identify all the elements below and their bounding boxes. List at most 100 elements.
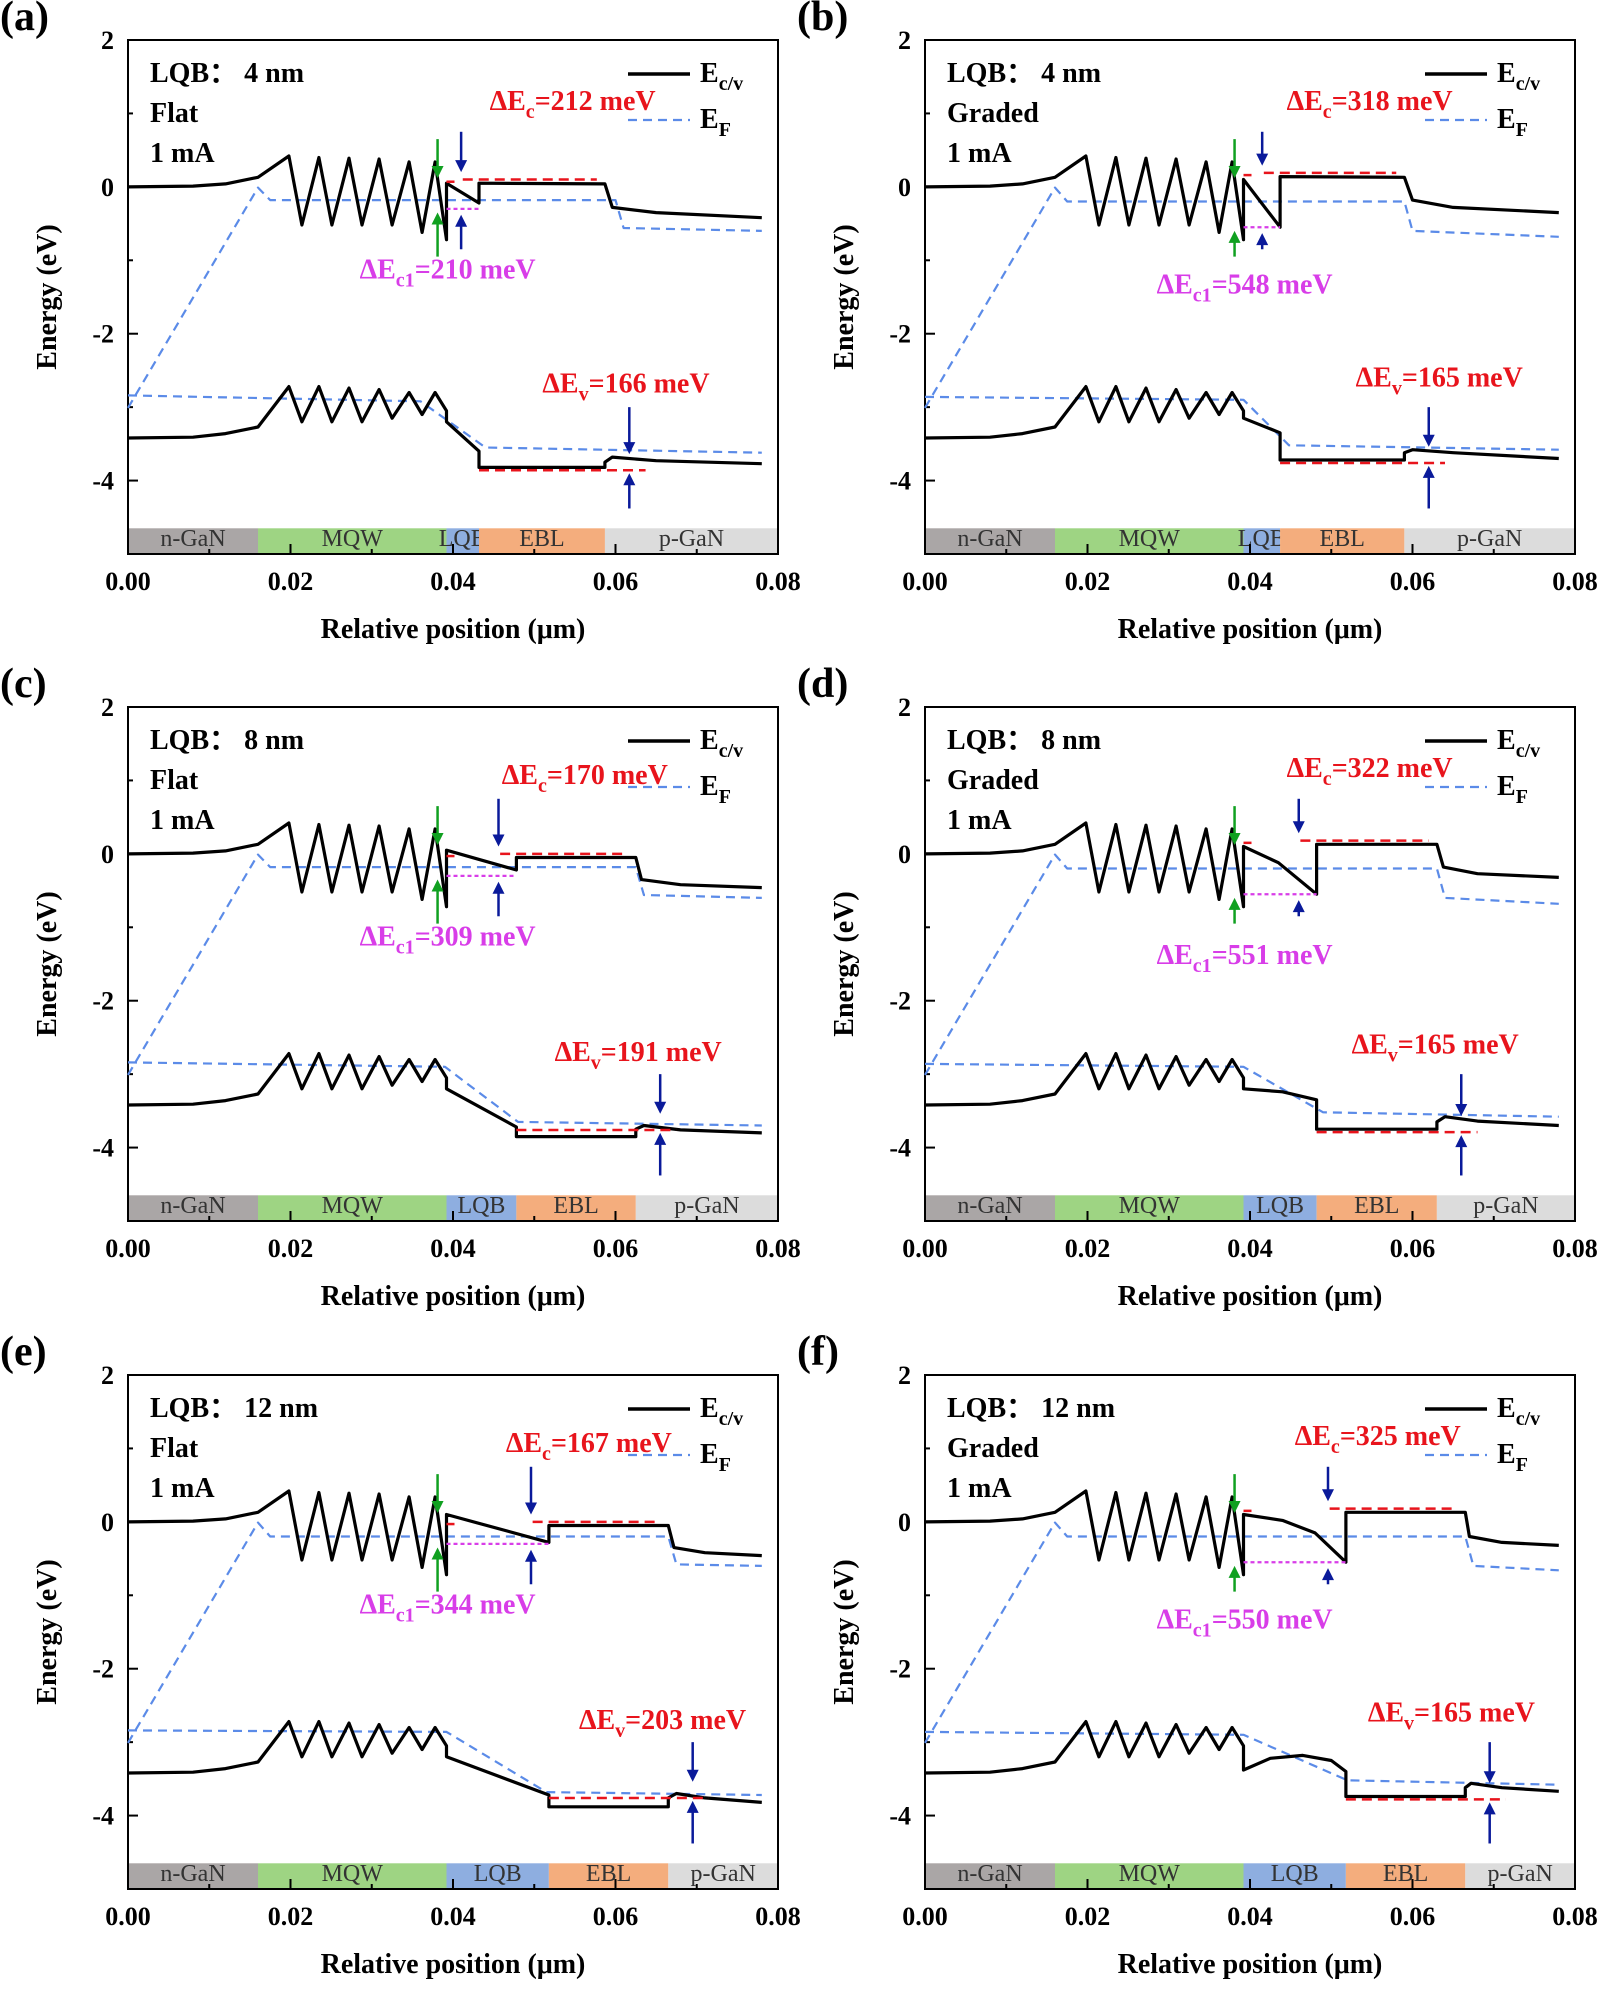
region-label: MQW [322, 1193, 384, 1219]
y-tick-label: 2 [898, 693, 911, 722]
y-tick-label: 0 [898, 1508, 911, 1537]
panel-e: (e) n-GaN MQW LQB EBL p-GaN 0.00 0.02 0.04 0.06 0.… [0, 1329, 801, 1980]
y-tick-label: -2 [92, 320, 114, 349]
region-mqw [1055, 528, 1244, 554]
x-tick-label: 0.00 [105, 567, 151, 596]
region-label: MQW [1119, 1193, 1181, 1219]
info-line: LQB： 4 nm [947, 58, 1101, 89]
info-line: LQB： 4 nm [150, 58, 304, 89]
y-axis-title: Energy (eV) [32, 224, 63, 369]
x-tick-label: 0.04 [1227, 567, 1273, 596]
y-tick-label: -4 [889, 1134, 911, 1163]
dec-annotation: ΔEc=322 meV [1287, 753, 1453, 790]
green-up-arrow-head [1228, 1565, 1241, 1578]
y-tick-label: -4 [889, 1802, 911, 1831]
panel-letter: (b) [797, 0, 848, 40]
dev-annotation: ΔEv=203 meV [579, 1705, 746, 1742]
x-axis-title: Relative position (μm) [1118, 1949, 1383, 1980]
legend-ef-label: EF [700, 771, 731, 808]
x-tick-label: 0.06 [1390, 1234, 1436, 1263]
region-label: n-GaN [957, 526, 1022, 552]
x-tick-label: 0.00 [105, 1234, 151, 1263]
y-tick-label: 0 [898, 840, 911, 869]
region-label: EBL [553, 1193, 598, 1219]
plot-frame [127, 39, 779, 555]
legend-ef-label: EF [1497, 1439, 1528, 1476]
region-ebl [479, 528, 605, 554]
green-up-arrow-head [1228, 897, 1241, 910]
x-tick-label: 0.08 [755, 567, 801, 596]
region-label: MQW [322, 526, 384, 552]
green-up-arrow-head [431, 879, 444, 892]
y-tick-label: -2 [889, 320, 911, 349]
dev-annotation: ΔEv=166 meV [542, 368, 709, 405]
info-line: LQB： 12 nm [947, 1393, 1115, 1424]
y-tick-label: -4 [92, 1802, 114, 1831]
green-up-arrow-head [431, 212, 444, 225]
panel-c: (c) n-GaN MQW LQB EBL p-GaN 0.00 0.02 0.04 0.06 0.… [0, 661, 801, 1312]
y-tick-label: -2 [92, 1655, 114, 1684]
y-axis-title: Energy (eV) [829, 1559, 860, 1704]
region-label: p-GaN [1457, 526, 1522, 552]
ec-line [127, 1489, 762, 1577]
region-label: LQB [1271, 1861, 1319, 1887]
x-tick-label: 0.08 [1552, 1902, 1598, 1931]
green-down-arrow-head [1228, 1501, 1241, 1514]
legend-ec-label: Ec/v [700, 1393, 743, 1430]
info-line: Graded [947, 98, 1039, 129]
region-mqw [258, 1195, 447, 1221]
x-tick-label: 0.06 [593, 1902, 639, 1931]
ev-line [924, 1720, 1559, 1799]
x-tick-label: 0.02 [268, 567, 314, 596]
x-tick-label: 0.00 [105, 1902, 151, 1931]
ef-conduction-line [127, 853, 762, 1076]
x-tick-label: 0.02 [268, 1902, 314, 1931]
ev-line [924, 1052, 1559, 1131]
x-axis-title: Relative position (μm) [321, 614, 586, 645]
info-line: LQB： 12 nm [150, 1393, 318, 1424]
dec-annotation: ΔEc=318 meV [1287, 86, 1453, 123]
x-tick-label: 0.04 [430, 567, 476, 596]
region-n-gan [925, 1863, 1055, 1889]
x-tick-label: 0.00 [902, 1234, 948, 1263]
x-axis-title: Relative position (μm) [321, 1281, 586, 1312]
ef-valence-line [924, 1062, 1559, 1118]
info-line: 1 mA [947, 138, 1012, 169]
panel-b: (b) n-GaN MQW LQB EBL p-GaN 0.00 0.02 0.04 0.06 0.… [797, 0, 1598, 645]
panel-letter: (f) [797, 1329, 839, 1375]
region-label: LQB [474, 1861, 522, 1887]
region-label: EBL [1354, 1193, 1399, 1219]
y-axis-title: Energy (eV) [32, 891, 63, 1036]
y-axis-title: Energy (eV) [829, 891, 860, 1036]
region-ebl [1316, 1195, 1437, 1221]
region-label: n-GaN [957, 1861, 1022, 1887]
x-axis-title: Relative position (μm) [1118, 1281, 1383, 1312]
panel-letter: (d) [797, 661, 848, 707]
y-tick-label: 0 [101, 173, 114, 202]
blue-up-arrow-v-head [1422, 465, 1435, 478]
dev-annotation: ΔEv=165 meV [1352, 1030, 1519, 1067]
y-tick-label: 0 [898, 173, 911, 202]
region-mqw [258, 528, 447, 554]
legend-ec-label: Ec/v [1497, 1393, 1540, 1430]
dec-annotation: ΔEc=325 meV [1295, 1421, 1461, 1458]
y-tick-label: -4 [889, 467, 911, 496]
ef-conduction-line [924, 1521, 1559, 1744]
green-down-arrow-head [431, 1501, 444, 1514]
region-p-gan [1404, 528, 1575, 554]
region-label: EBL [1320, 526, 1365, 552]
x-tick-label: 0.04 [1227, 1902, 1273, 1931]
ef-conduction-line [127, 1521, 762, 1744]
y-axis-title: Energy (eV) [32, 1559, 63, 1704]
region-label: LQB [439, 526, 487, 552]
x-axis-title: Relative position (μm) [1118, 614, 1383, 645]
region-label: EBL [1383, 1861, 1428, 1887]
x-tick-label: 0.08 [755, 1234, 801, 1263]
x-tick-label: 0.06 [593, 567, 639, 596]
x-tick-label: 0.04 [430, 1234, 476, 1263]
region-mqw [1055, 1863, 1244, 1889]
info-line: Flat [150, 765, 199, 796]
x-tick-label: 0.04 [1227, 1234, 1273, 1263]
ef-conduction-line [924, 186, 1559, 409]
